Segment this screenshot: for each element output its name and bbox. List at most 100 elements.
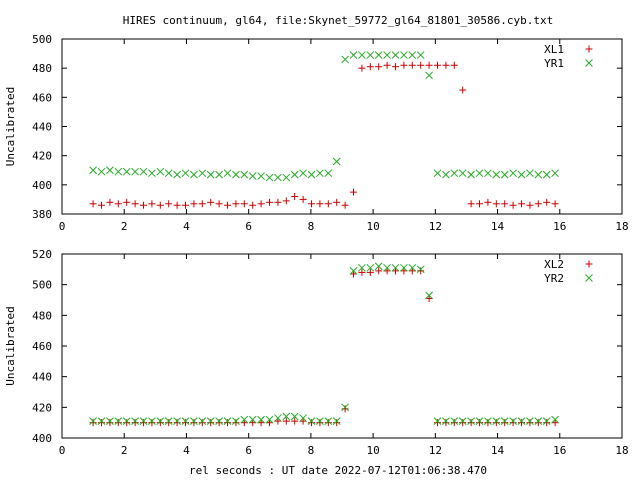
x-tick-label: 10 <box>366 220 379 233</box>
data-point <box>232 417 240 425</box>
data-point <box>458 169 467 178</box>
data-point <box>350 188 358 196</box>
data-point <box>509 169 517 178</box>
data-point <box>165 200 173 208</box>
x-tick-label: 0 <box>59 444 66 457</box>
data-point <box>299 195 307 203</box>
data-point <box>122 417 131 425</box>
data-point <box>114 417 123 425</box>
x-tick-label: 16 <box>553 220 566 233</box>
data-point <box>131 417 139 425</box>
data-point <box>299 169 307 178</box>
data-point <box>425 294 433 302</box>
data-point <box>484 419 492 427</box>
x-tick-label: 14 <box>491 220 505 233</box>
data-point <box>509 201 517 209</box>
x-tick-label: 4 <box>183 444 190 457</box>
y-tick-label: 420 <box>32 401 52 414</box>
data-point <box>358 268 366 276</box>
data-point <box>190 170 198 179</box>
data-point <box>332 417 341 425</box>
data-point <box>383 267 391 275</box>
top-plot-panel: 0 2 4 6 8 10 12 14 16 18 380 400 420 440 460 480 500 Unca… <box>4 33 629 233</box>
data-point <box>215 200 223 208</box>
y-axis-label: Uncalibrated <box>4 87 17 166</box>
data-point <box>299 414 307 422</box>
data-point <box>106 198 114 206</box>
data-point <box>240 415 249 424</box>
data-point <box>374 51 383 59</box>
x-tick-label: 8 <box>308 444 315 457</box>
data-point <box>106 419 114 427</box>
data-point <box>274 414 282 422</box>
data-point <box>265 415 274 424</box>
data-point <box>181 417 190 425</box>
data-point <box>551 200 559 208</box>
data-point <box>207 419 215 427</box>
data-point <box>526 201 534 209</box>
data-point <box>307 417 316 425</box>
data-point <box>467 170 475 179</box>
data-point <box>341 405 349 413</box>
data-point <box>526 417 534 425</box>
x-tick-label: 8 <box>308 220 315 233</box>
data-point <box>467 417 475 425</box>
y-tick-label: 420 <box>32 150 52 163</box>
data-point <box>341 201 349 209</box>
y-tick-label: 440 <box>32 371 52 384</box>
data-point <box>307 170 316 179</box>
x-tick-label: 12 <box>429 220 442 233</box>
data-point <box>484 169 492 178</box>
legend-marker <box>585 45 593 53</box>
x-tick-label: 2 <box>121 220 128 233</box>
data-point <box>392 63 400 71</box>
y-tick-label: 480 <box>32 62 52 75</box>
data-point <box>408 61 416 69</box>
data-point <box>156 417 165 425</box>
data-point <box>89 166 97 175</box>
data-point <box>417 267 425 275</box>
data-point <box>173 419 181 427</box>
data-point <box>249 201 257 209</box>
data-point <box>123 419 131 427</box>
legend-label: XL2 <box>544 258 564 271</box>
x-axis-label: rel seconds : UT date 2022-07-12T01:06:3… <box>189 464 487 477</box>
data-point <box>299 417 307 425</box>
data-point <box>139 417 148 425</box>
data-point <box>459 419 467 427</box>
data-point <box>308 200 316 208</box>
data-point <box>551 169 559 178</box>
x-tick-label: 18 <box>615 444 628 457</box>
data-point <box>291 193 299 200</box>
data-point <box>290 170 299 179</box>
data-point <box>198 417 207 425</box>
data-point <box>198 200 206 208</box>
data-point <box>266 419 274 427</box>
legend-marker <box>585 274 593 282</box>
data-point <box>249 419 257 427</box>
data-point <box>114 419 122 427</box>
data-point <box>224 201 232 209</box>
data-point <box>500 170 509 179</box>
data-point <box>400 61 408 69</box>
legend-label: XL1 <box>544 43 564 56</box>
data-point <box>433 417 442 425</box>
data-point <box>206 417 215 425</box>
data-point <box>308 419 316 427</box>
data-point <box>458 417 467 425</box>
data-point <box>408 51 417 59</box>
data-point <box>425 291 433 300</box>
data-point <box>417 61 425 69</box>
data-point <box>181 169 190 178</box>
data-point <box>366 268 374 276</box>
data-point <box>416 51 425 59</box>
data-point <box>215 419 223 427</box>
data-point <box>97 417 106 425</box>
y-tick-label: 460 <box>32 340 52 353</box>
x-tick-label: 12 <box>429 444 442 457</box>
data-point <box>383 61 391 69</box>
y-tick-label: 380 <box>32 208 52 221</box>
legend-marker <box>585 260 593 268</box>
data-point <box>257 419 265 427</box>
legend-label: YR2 <box>544 272 564 285</box>
